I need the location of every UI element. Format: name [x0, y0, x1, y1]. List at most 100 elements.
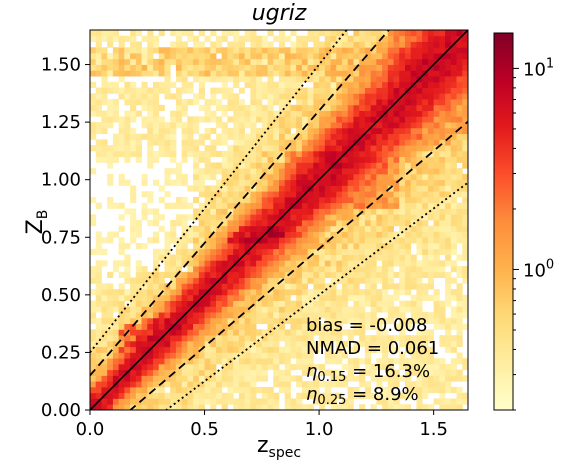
heatmap-cell — [376, 392, 383, 399]
heatmap-cell — [319, 306, 326, 313]
heatmap-cell — [330, 220, 337, 227]
heatmap-cell — [261, 404, 268, 410]
heatmap-cell — [433, 289, 440, 296]
heatmap-cell — [187, 340, 194, 348]
heatmap-cell — [301, 127, 309, 135]
heatmap-cell — [427, 41, 435, 48]
heatmap-cell — [267, 283, 274, 290]
heatmap-cell — [342, 243, 349, 250]
heatmap-cell — [135, 99, 142, 106]
heatmap-cell — [439, 116, 446, 123]
heatmap-cell — [112, 81, 120, 88]
heatmap-cell — [439, 93, 446, 100]
heatmap-cell — [336, 104, 343, 112]
heatmap-cell — [158, 150, 165, 158]
heatmap-cell — [284, 369, 291, 376]
heatmap-cell — [204, 271, 211, 278]
heatmap-cell — [107, 352, 114, 359]
heatmap-cell — [90, 289, 97, 296]
heatmap-cell — [370, 266, 377, 273]
heatmap-cell — [221, 133, 228, 140]
heatmap-cell — [130, 139, 137, 146]
heatmap-cell — [336, 93, 343, 100]
heatmap-cell — [107, 363, 114, 371]
heatmap-cell — [456, 300, 463, 307]
heatmap-cell — [422, 93, 429, 100]
heatmap-cell — [456, 404, 463, 410]
heatmap-cell — [158, 404, 165, 410]
heatmap-cell — [273, 340, 280, 348]
heatmap-cell — [410, 156, 417, 163]
heatmap-cell — [347, 254, 354, 261]
heatmap-cell — [427, 58, 435, 65]
heatmap-cell — [307, 363, 314, 371]
heatmap-cell — [153, 156, 160, 163]
heatmap-cell — [336, 47, 343, 54]
heatmap-cell — [336, 312, 343, 319]
heatmap-cell — [118, 139, 125, 146]
heatmap-cell — [410, 122, 417, 129]
heatmap-cell — [353, 87, 360, 94]
heatmap-cell — [301, 64, 309, 71]
heatmap-cell — [256, 220, 263, 227]
heatmap-cell — [187, 58, 194, 65]
heatmap-cell — [181, 104, 188, 112]
heatmap-cell — [353, 191, 360, 198]
heatmap-cell — [290, 277, 297, 284]
heatmap-cell — [261, 139, 268, 146]
heatmap-cell — [118, 237, 125, 244]
heatmap-cell — [456, 81, 463, 88]
heatmap-cell — [216, 47, 223, 54]
heatmap-cell — [158, 145, 165, 152]
heatmap-cell — [422, 110, 429, 117]
heatmap-cell — [267, 99, 274, 106]
heatmap-cell — [147, 93, 154, 100]
heatmap-cell — [399, 162, 406, 169]
heatmap-cell — [353, 47, 360, 54]
heatmap-cell — [405, 202, 412, 209]
heatmap-cell — [227, 375, 234, 382]
heatmap-cell — [141, 404, 148, 410]
heatmap-cell — [382, 133, 389, 140]
heatmap-cell — [101, 375, 108, 382]
heatmap-cell — [301, 369, 309, 376]
heatmap-cell — [319, 150, 326, 158]
heatmap-cell — [462, 116, 468, 123]
heatmap-cell — [238, 145, 246, 152]
heatmap-cell — [370, 392, 377, 399]
heatmap-cell — [353, 283, 360, 290]
heatmap-cell — [284, 116, 291, 123]
heatmap-cell — [210, 323, 217, 330]
heatmap-cell — [439, 70, 446, 77]
heatmap-cell — [210, 346, 217, 353]
heatmap-cell — [233, 162, 240, 169]
heatmap-cell — [261, 398, 268, 405]
heatmap-cell — [456, 145, 463, 152]
heatmap-cell — [135, 156, 142, 163]
heatmap-cell — [273, 179, 280, 186]
heatmap-cell — [301, 58, 309, 65]
heatmap-cell — [181, 156, 188, 163]
heatmap-cell — [399, 64, 406, 71]
heatmap-cell — [405, 104, 412, 112]
heatmap-cell — [90, 352, 97, 359]
heatmap-cell — [370, 369, 377, 376]
heatmap-cell — [193, 70, 200, 77]
heatmap-cell — [290, 196, 297, 204]
heatmap-cell — [210, 76, 217, 83]
heatmap-cell — [427, 53, 435, 60]
heatmap-cell — [439, 35, 446, 42]
heatmap-cell — [336, 214, 343, 221]
heatmap-cell — [342, 254, 349, 261]
heatmap-cell — [416, 369, 423, 376]
heatmap-cell — [313, 283, 320, 290]
heatmap-cell — [170, 231, 177, 238]
heatmap-cell — [336, 70, 343, 77]
heatmap-cell — [261, 156, 268, 163]
heatmap-cell — [422, 404, 429, 410]
heatmap-cell — [370, 214, 377, 221]
heatmap-cell — [376, 162, 383, 169]
heatmap-cell — [238, 392, 246, 399]
heatmap-cell — [187, 202, 194, 209]
heatmap-cell — [301, 271, 309, 278]
